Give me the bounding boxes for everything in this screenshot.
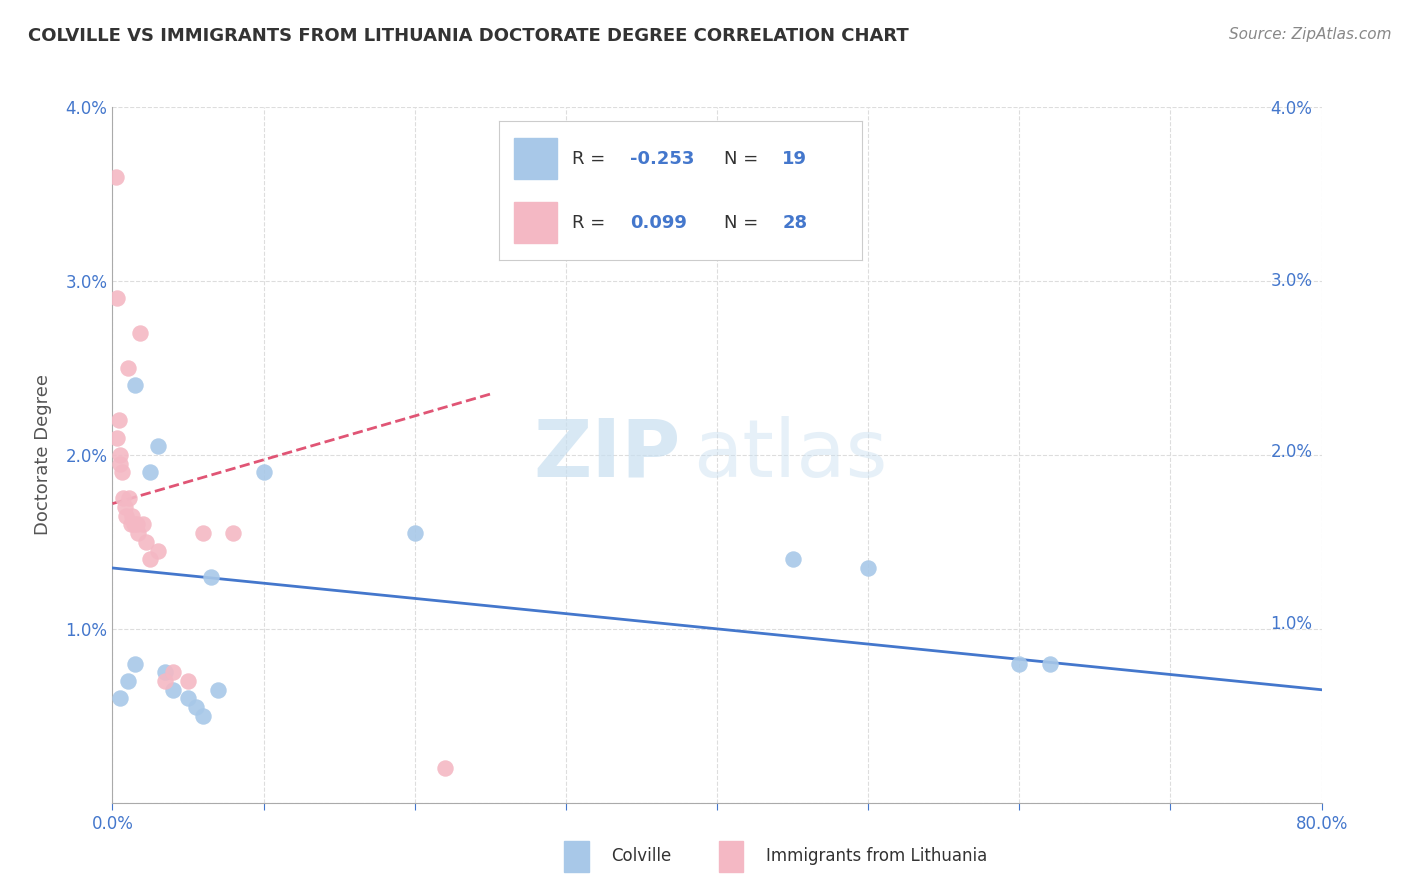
Point	[181, 512, 204, 526]
Point	[184, 512, 207, 526]
Point	[170, 409, 193, 423]
Point	[176, 495, 198, 509]
Point	[177, 503, 200, 517]
Text: ZIP: ZIP	[541, 411, 688, 490]
Point	[301, 460, 323, 475]
Point	[778, 546, 800, 561]
Point	[179, 666, 201, 681]
Point	[173, 460, 195, 475]
Point	[187, 521, 209, 535]
Point	[179, 358, 201, 372]
Point	[205, 434, 228, 449]
Point	[183, 503, 205, 517]
Point	[191, 512, 214, 526]
Point	[174, 486, 197, 500]
Point	[274, 521, 297, 535]
Point	[845, 555, 868, 569]
Text: atlas: atlas	[699, 411, 893, 490]
Text: COLVILLE VS IMMIGRANTS FROM LITHUANIA DOCTORATE DEGREE CORRELATION CHART: COLVILLE VS IMMIGRANTS FROM LITHUANIA DO…	[28, 27, 908, 45]
Y-axis label: Doctorate Degree: Doctorate Degree	[34, 370, 52, 531]
Point	[167, 169, 190, 183]
Point	[198, 460, 221, 475]
Point	[253, 564, 276, 578]
Point	[169, 426, 191, 441]
Point	[186, 512, 209, 526]
Point	[981, 649, 1004, 664]
Point	[232, 683, 254, 698]
Point	[205, 538, 228, 552]
Point	[172, 683, 194, 698]
Point	[212, 658, 235, 673]
Point	[198, 546, 221, 561]
Point	[172, 443, 194, 458]
Point	[169, 289, 191, 303]
Point	[437, 521, 460, 535]
Text: Colville: Colville	[612, 847, 672, 865]
Point	[186, 649, 208, 664]
Point	[194, 529, 217, 543]
Point	[186, 375, 208, 389]
Point	[246, 521, 269, 535]
Point	[180, 486, 202, 500]
Point	[1010, 649, 1032, 664]
Text: Immigrants from Lithuania: Immigrants from Lithuania	[766, 847, 987, 865]
Point	[239, 692, 262, 706]
Point	[212, 666, 235, 681]
Point	[219, 675, 242, 690]
Text: Source: ZipAtlas.com: Source: ZipAtlas.com	[1229, 27, 1392, 42]
Point	[188, 323, 211, 337]
Point	[246, 701, 269, 715]
Point	[464, 753, 486, 767]
Point	[232, 666, 254, 681]
Point	[219, 658, 242, 673]
Point	[172, 452, 194, 467]
Point	[260, 675, 283, 690]
